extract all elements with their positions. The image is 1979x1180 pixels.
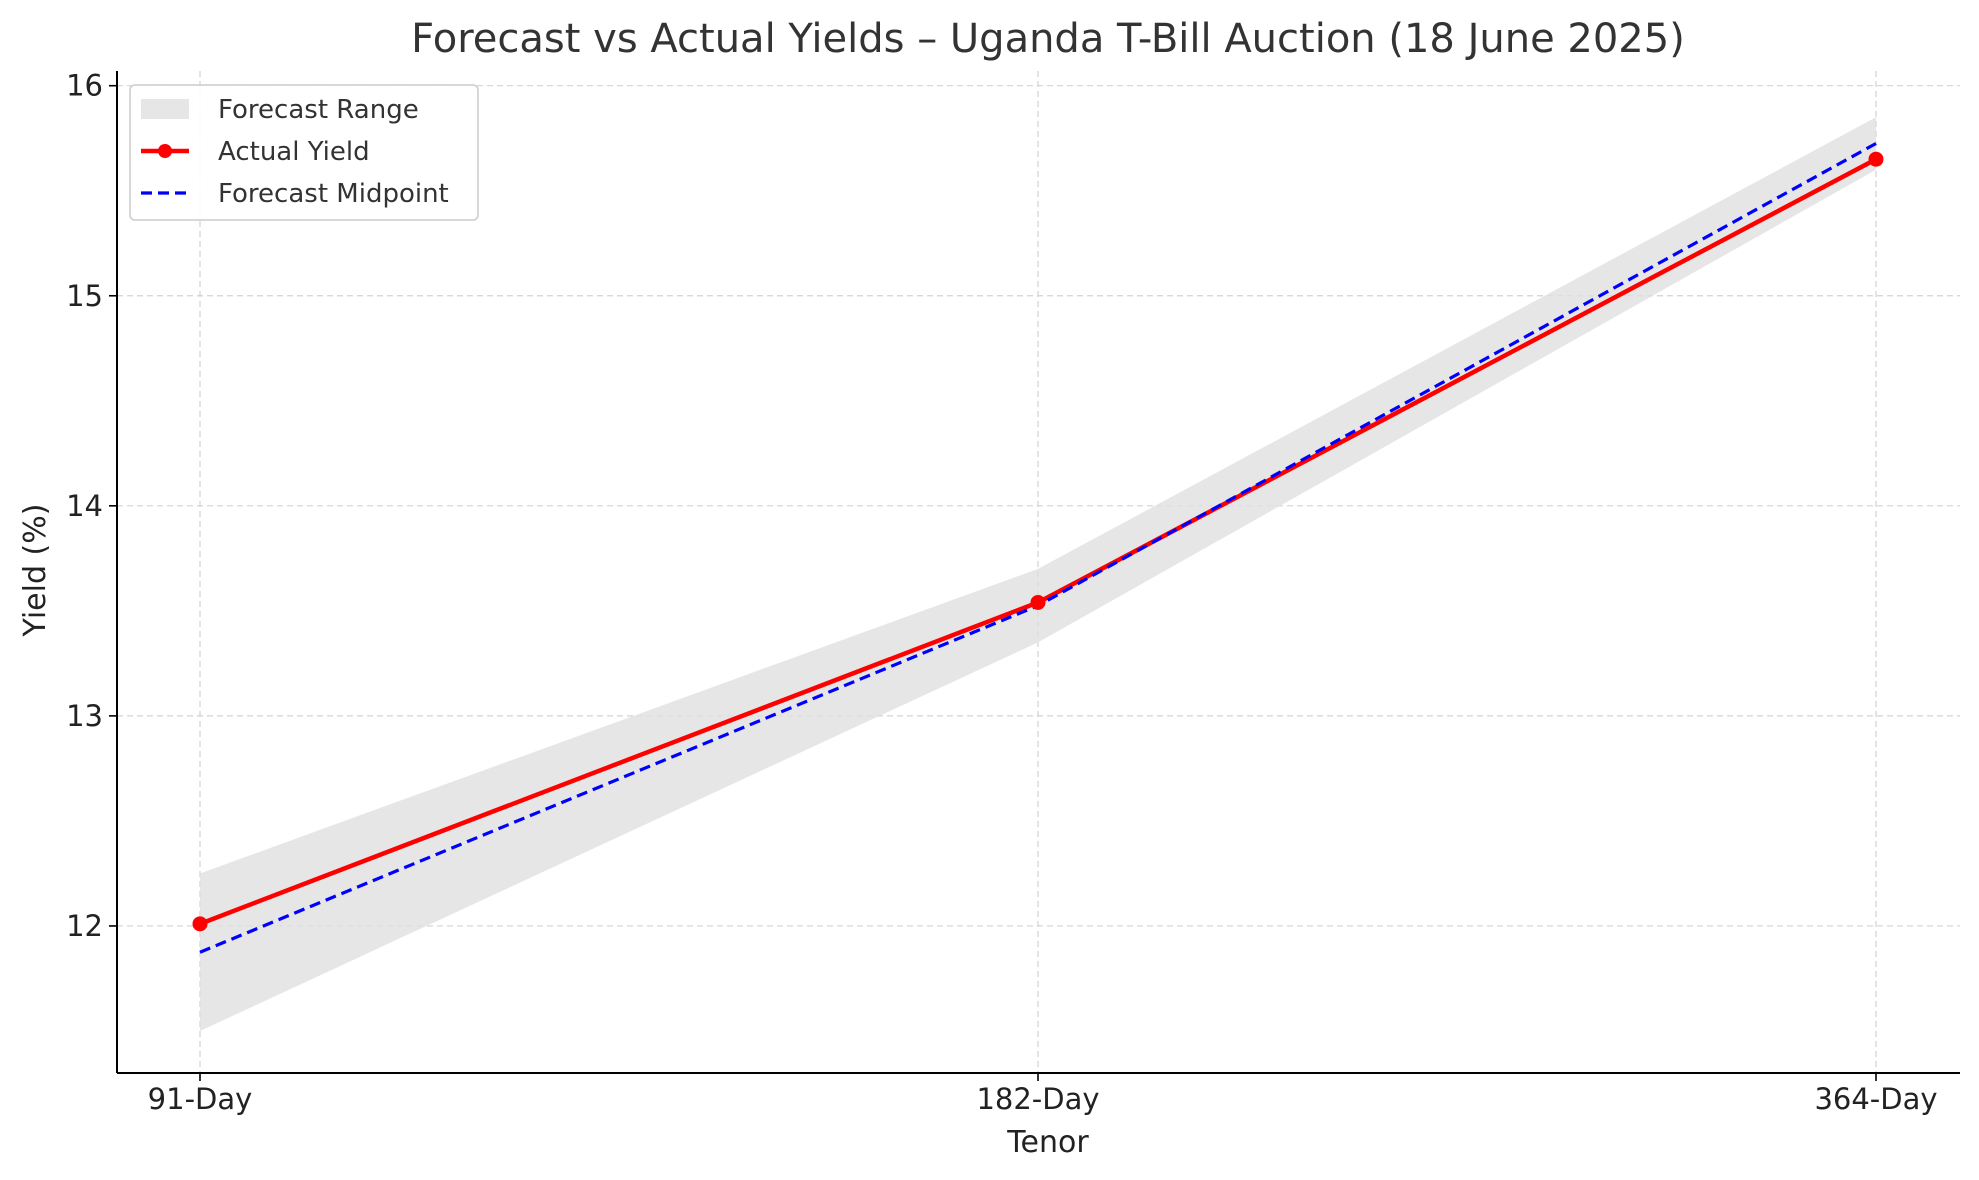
y-tick-label: 12 bbox=[66, 909, 103, 943]
forecast-range-layer bbox=[200, 117, 1876, 1031]
legend-label: Actual Yield bbox=[218, 137, 370, 167]
axes-layer: 12 13 14 15 16 91-Day 182-Day 364-Day bbox=[66, 69, 1960, 1116]
x-axis-label: Tenor bbox=[1006, 1125, 1089, 1160]
actual-yield-point bbox=[192, 916, 208, 932]
legend-swatch-forecast-range bbox=[141, 99, 189, 119]
actual-yield-point bbox=[1030, 594, 1046, 610]
y-tick-label: 14 bbox=[66, 489, 103, 523]
legend-frame bbox=[129, 84, 479, 221]
series-layer bbox=[192, 142, 1884, 954]
y-tick-label: 15 bbox=[66, 279, 103, 313]
actual-yield-point bbox=[1868, 151, 1884, 167]
x-tick-label: 91-Day bbox=[148, 1082, 253, 1116]
legend-label: Forecast Midpoint bbox=[218, 179, 449, 209]
x-tick-label: 364-Day bbox=[1814, 1082, 1937, 1116]
legend: Forecast Range Actual Yield Forecast Midpo… bbox=[129, 84, 479, 221]
x-tick-label: 182-Day bbox=[976, 1082, 1099, 1116]
y-tick-label: 13 bbox=[66, 699, 103, 733]
forecast-range-band bbox=[200, 117, 1876, 1031]
legend-marker-actual-yield bbox=[158, 144, 172, 158]
legend-label: Forecast Range bbox=[218, 95, 419, 125]
y-axis-label: Yield (%) bbox=[18, 504, 53, 638]
chart-title: Forecast vs Actual Yields – Uganda T-Bil… bbox=[411, 16, 1685, 62]
y-tick-label: 16 bbox=[66, 69, 103, 103]
